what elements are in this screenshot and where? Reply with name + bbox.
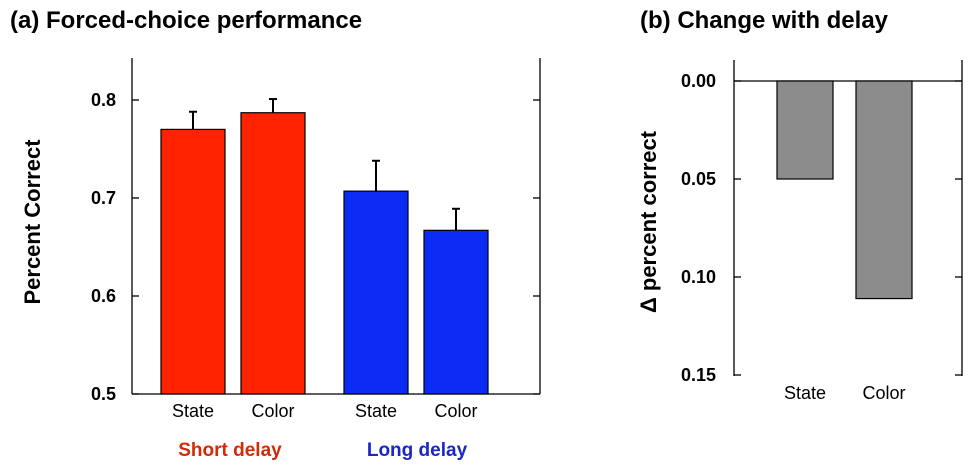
panel-a-category-label: Color <box>434 401 477 421</box>
panel-a-y-axis-label: Percent Correct <box>20 139 45 305</box>
panel-a-ticks: 0.5 0.6 0.7 0.8 <box>91 90 540 404</box>
panel-b-category-labels: State Color <box>784 383 906 403</box>
bar-color-short-delay <box>240 112 306 395</box>
panel-a-y-tick-label: 0.5 <box>91 384 116 404</box>
panel-b-y-tick-label: 0.15 <box>681 365 716 385</box>
bar-delta-color <box>855 80 913 300</box>
panel-a-category-labels: State Color State Color <box>172 401 478 421</box>
panel-b-y-axis-label: Δ percent correct <box>636 130 661 313</box>
panel-b-ticks: 0.00 0.05 0.10 0.15 <box>681 71 962 385</box>
panel-b-title: (b) Change with delay <box>640 7 889 34</box>
panel-a: (a) Forced-choice performance Percent Co… <box>10 7 541 461</box>
panel-a-y-tick-label: 0.6 <box>91 286 116 306</box>
bar-delta-state <box>776 80 834 180</box>
panel-b-y-tick-label: 0.10 <box>681 267 716 287</box>
panel-a-category-label: State <box>172 401 214 421</box>
bar-color-long-delay <box>423 229 489 395</box>
panel-b-y-tick-label: 0.00 <box>681 71 716 91</box>
panel-a-bars <box>160 98 489 395</box>
panel-a-category-label: Color <box>251 401 294 421</box>
panel-b-axes <box>733 60 963 376</box>
panel-a-y-tick-label: 0.7 <box>91 188 116 208</box>
panel-b-y-tick-label: 0.05 <box>681 169 716 189</box>
bar-state-long-delay <box>343 190 409 395</box>
panel-a-category-label: State <box>355 401 397 421</box>
panel-b-bars <box>776 80 913 300</box>
panel-a-title: (a) Forced-choice performance <box>10 7 362 34</box>
panel-b-category-label: Color <box>862 383 905 403</box>
panel-b: (b) Change with delay Δ percent correct … <box>636 7 963 403</box>
panel-b-category-label: State <box>784 383 826 403</box>
group-label-long-delay: Long delay <box>367 440 468 461</box>
group-label-short-delay: Short delay <box>178 440 282 461</box>
bar-state-short-delay <box>160 128 226 395</box>
panel-a-y-tick-label: 0.8 <box>91 90 116 110</box>
